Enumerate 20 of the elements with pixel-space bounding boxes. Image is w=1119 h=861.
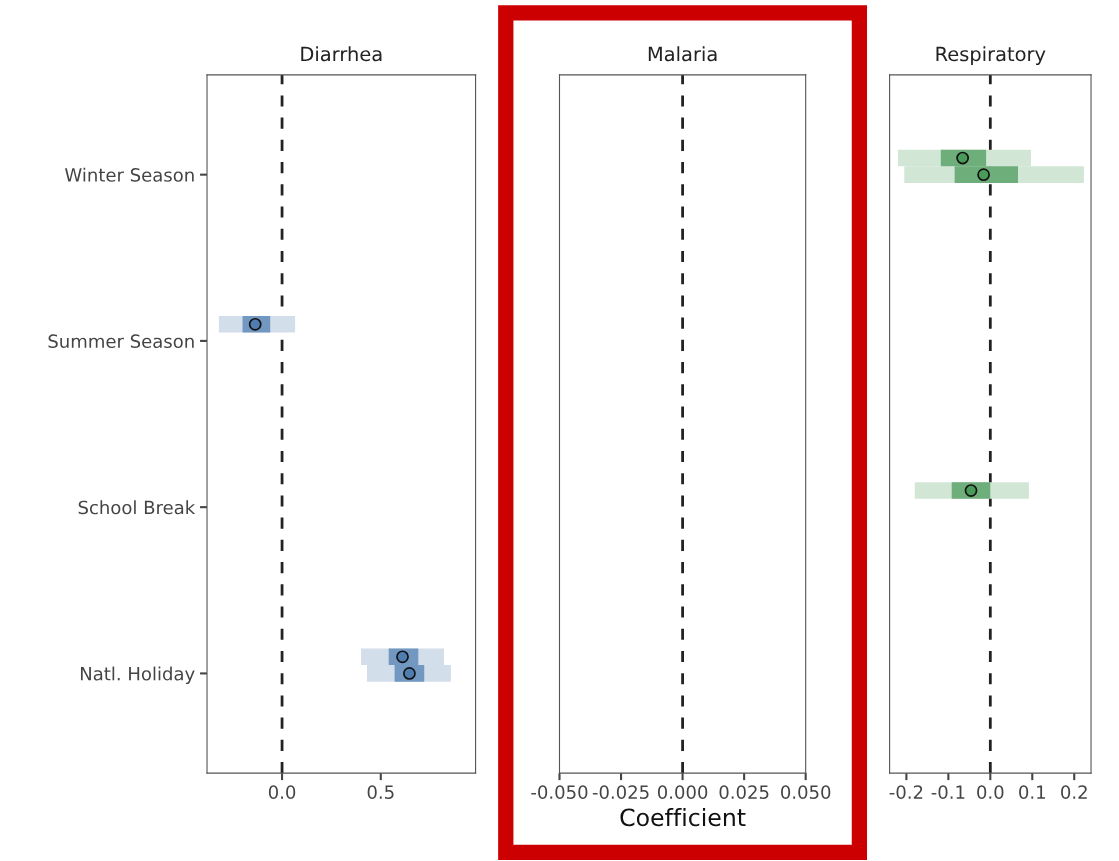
- y-tick-label: Winter Season: [65, 167, 194, 182]
- y-tick-label: School Break: [78, 500, 196, 515]
- x-tick-label: -0.1: [931, 785, 965, 799]
- x-axis-title: Coefficient: [620, 808, 746, 827]
- chart-title: Diarrhea: [301, 46, 382, 62]
- x-tick-label: -0.050: [531, 785, 588, 799]
- chart-title: Malaria: [648, 46, 717, 62]
- x-tick-label: 0.050: [781, 785, 831, 799]
- x-tick-label: 0.000: [657, 785, 708, 799]
- x-tick-label: -0.025: [592, 785, 649, 799]
- x-tick-label: -0.2: [889, 785, 923, 799]
- x-tick-label: 0.025: [719, 785, 769, 799]
- y-tick-label: Summer Season: [48, 334, 194, 349]
- x-tick-label: 0.1: [1019, 785, 1045, 799]
- x-tick-label: 0.0: [977, 785, 1004, 799]
- y-tick-label: Natl. Holiday: [80, 666, 195, 685]
- chart-title: Respiratory: [936, 46, 1046, 66]
- x-tick-label: 0.0: [268, 785, 296, 799]
- x-tick-label: 0.5: [367, 785, 394, 799]
- x-tick-label: 0.2: [1061, 785, 1087, 799]
